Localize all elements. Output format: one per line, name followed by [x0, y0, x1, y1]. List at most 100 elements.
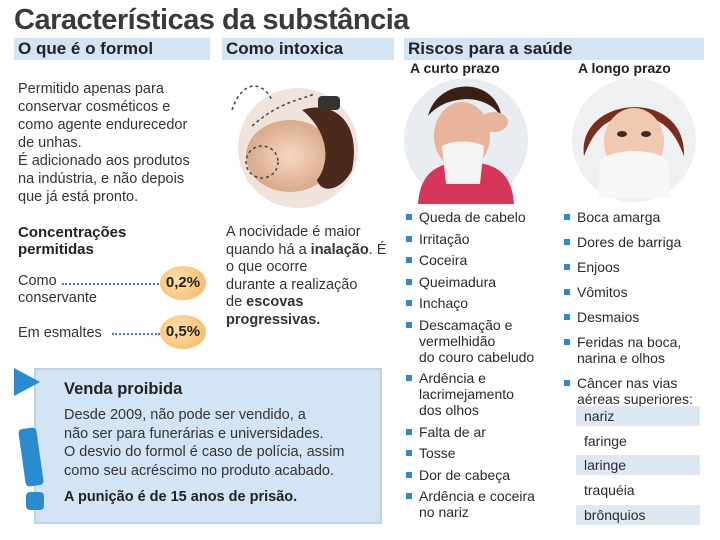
list-item: Tosse — [406, 445, 566, 461]
airway-item: traquéia — [576, 480, 700, 501]
woman-covering-mouth-illustration — [572, 78, 696, 202]
list-item-text: Vômitos — [577, 284, 628, 300]
list-item-text: Queimadura — [419, 273, 497, 290]
list-item-text: Descamação e — [419, 316, 513, 333]
list-item-text: dos olhos — [419, 402, 479, 418]
list-item-text: narina e olhos — [577, 350, 665, 366]
venda-line: O desvio do formol é caso de polícia, as… — [64, 444, 345, 460]
venda-line: não ser para funerárias e universidades. — [64, 425, 324, 442]
list-item: Inchaço — [406, 295, 566, 311]
list-item: Câncer nas vias aéreas superiores: — [564, 375, 714, 407]
short-term-title: A curto prazo — [410, 60, 500, 76]
list-item-text: Dores de barriga — [577, 234, 682, 250]
intox-line: progressivas. — [226, 312, 396, 330]
list-item-text: vermelhidão — [419, 332, 496, 349]
leader-line — [112, 333, 160, 335]
list-item-text: Boca amarga — [577, 209, 661, 225]
long-term-title: A longo prazo — [578, 60, 671, 76]
venda-punishment: A punição é de 15 anos de prisão. — [64, 489, 298, 505]
list-item: Dores de barriga — [564, 234, 714, 250]
concentrations-title-line: Concentrações — [18, 224, 127, 241]
list-item-text: lacrimejamento — [419, 386, 514, 402]
list-item: Queda de cabelo — [406, 209, 566, 225]
list-item-text: Câncer nas vias — [577, 375, 678, 391]
list-item-text: Inchaço — [419, 295, 469, 311]
airway-item: brônquios — [576, 504, 700, 525]
concentration-label-line: Como — [18, 273, 57, 289]
list-item: Ardência e lacrimejamento dos olhos — [406, 370, 566, 418]
intox-line: de escovas — [226, 294, 396, 312]
section-header-risks: Riscos para a saúde — [404, 38, 704, 60]
what-line: Permitido apenas para — [18, 81, 164, 97]
short-term-risk-list: Queda de cabelo Irritação Coceira Queima… — [406, 209, 566, 526]
list-item-text: Enjoos — [577, 259, 620, 275]
intox-text: A nocividade é maior quando há a inalaçã… — [226, 224, 396, 329]
list-item: Irritação — [406, 231, 566, 247]
what-line: que já está pronto. — [18, 189, 139, 205]
concentrations-title-line: permitidas — [18, 241, 94, 258]
intox-fragment: de — [226, 294, 243, 310]
list-item-text: Dor de cabeça — [419, 466, 511, 483]
concentration-badge-conservante: 0,2% — [160, 266, 206, 300]
list-item-text: Ardência e coceira — [419, 488, 535, 504]
woman-sneezing-illustration — [404, 78, 528, 204]
what-text: Permitido apenas para conservar cosmétic… — [18, 80, 218, 206]
list-item-text: do couro cabeludo — [419, 348, 535, 365]
intox-fragment: quando há a — [226, 241, 307, 258]
venda-line: como seu acréscimo no produto acabado. — [64, 462, 335, 479]
what-line: conservar cosméticos e — [18, 99, 171, 115]
list-item: Enjoos — [564, 259, 714, 275]
list-item-text: Falta de ar — [419, 423, 486, 440]
intox-line: A nocividade é maior — [226, 224, 361, 240]
list-item: Vômitos — [564, 284, 714, 300]
intox-fragment: . É o que ocorre — [226, 241, 387, 276]
concentration-label-esmaltes: Em esmaltes — [18, 325, 102, 341]
section-header-what: O que é o formol — [14, 38, 210, 60]
intox-line: quando há a inalação. É o que ocorre — [226, 242, 396, 277]
list-item-text: Coceira — [419, 252, 468, 268]
venda-proibida-box — [34, 368, 382, 524]
list-item-text: no nariz — [419, 504, 469, 520]
long-term-risk-list: Boca amarga Dores de barriga Enjoos Vômi… — [564, 209, 714, 413]
list-item-text: Ardência e — [419, 370, 486, 386]
airway-item: nariz — [576, 406, 700, 426]
list-item: Falta de ar — [406, 424, 566, 440]
section-header-intox: Como intoxica — [222, 38, 394, 60]
what-line: na indústria, e não depois — [18, 171, 185, 187]
list-item-text: aéreas superiores: — [577, 391, 693, 407]
list-item: Desmaios — [564, 309, 714, 325]
what-line: de unhas. — [18, 135, 82, 151]
venda-text: Desde 2009, não pode ser vendido, a não … — [64, 406, 374, 480]
airway-item: faringe — [576, 430, 700, 451]
airway-item: laringe — [576, 455, 700, 476]
list-item-text: Feridas na boca, — [577, 334, 682, 350]
list-item: Queimadura — [406, 274, 566, 290]
what-line: É adicionado aos produtos — [18, 153, 190, 169]
list-item-text: Tosse — [419, 445, 456, 461]
intox-bold: escovas — [246, 294, 304, 310]
venda-title: Venda proibida — [64, 380, 183, 398]
concentration-label-conservante: Como conservante — [18, 273, 97, 307]
list-item: Boca amarga — [564, 209, 714, 225]
list-item-text: Desmaios — [577, 309, 640, 325]
page-title: Características da substância — [14, 4, 409, 36]
what-line: como agente endurecedor — [18, 117, 188, 133]
intox-bold: progressivas. — [226, 311, 321, 328]
list-item: Dor de cabeça — [406, 467, 566, 483]
venda-line: Desde 2009, não pode ser vendido, a — [64, 407, 306, 423]
list-item: Feridas na boca, narina e olhos — [564, 334, 714, 366]
woman-hair-treatment-illustration — [231, 85, 358, 208]
list-item: Descamação e vermelhidão do couro cabeludo — [406, 317, 566, 365]
intox-bold: inalação — [310, 241, 369, 258]
list-item: Coceira — [406, 252, 566, 268]
list-item-text: Queda de cabelo — [419, 209, 526, 225]
concentrations-title: Concentrações permitidas — [18, 224, 126, 258]
concentration-badge-esmaltes: 0,5% — [160, 315, 206, 349]
airway-list: nariz faringe laringe traquéia brônquios — [576, 406, 700, 529]
intox-line: durante a realização — [226, 276, 358, 293]
list-item-text: Irritação — [419, 230, 470, 247]
leader-line — [62, 283, 162, 285]
list-item: Ardência e coceira no nariz — [406, 488, 566, 520]
concentration-label-line: conservante — [18, 290, 97, 306]
exclamation-icon — [14, 368, 44, 510]
